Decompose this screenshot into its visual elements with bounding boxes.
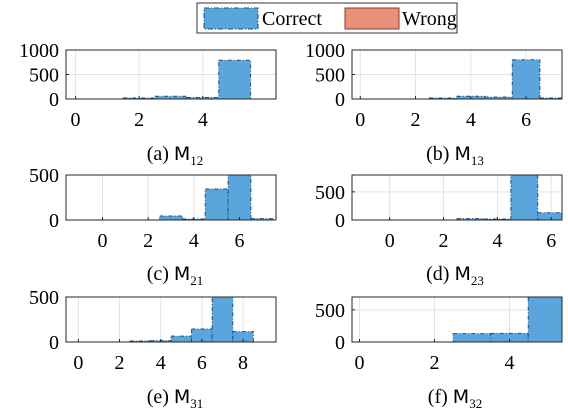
histogram-bar-correct: [218, 59, 252, 100]
x-tick-label: 0: [355, 109, 365, 131]
x-tick-label: 6: [546, 230, 556, 252]
panel-caption: (d) M23: [426, 263, 484, 288]
y-tick-label: 0: [335, 89, 345, 111]
y-tick-label: 0: [49, 210, 59, 232]
x-tick-label: 2: [143, 230, 153, 252]
y-tick-label: 500: [29, 165, 59, 187]
histogram-bar-correct: [452, 333, 492, 343]
y-tick-label: 0: [335, 332, 345, 354]
x-tick-label: 0: [385, 230, 395, 252]
x-tick-label: 4: [198, 109, 208, 131]
y-tick-label: 500: [29, 287, 59, 309]
axes-box: [65, 296, 277, 343]
panel-caption: (a) M12: [147, 143, 204, 168]
y-tick-label: 1000: [305, 40, 345, 62]
histogram-bar-correct: [204, 188, 229, 221]
histogram-bar-correct: [211, 296, 234, 343]
caption-subscript: 21: [190, 273, 203, 288]
caption-prefix: (d): [426, 263, 454, 285]
histogram-bar-correct: [170, 335, 193, 343]
panel-caption: (b) M13: [426, 143, 484, 168]
x-tick-label: 6: [234, 230, 244, 252]
panel-caption: (e) M31: [147, 386, 204, 410]
caption-subscript: 13: [471, 153, 484, 168]
histogram-bar-correct: [511, 59, 541, 100]
y-tick-label: 500: [315, 300, 345, 322]
caption-main: M: [453, 386, 469, 408]
x-tick-label: 4: [189, 230, 199, 252]
histogram-bar-correct: [510, 174, 539, 221]
panel-caption: (c) M21: [147, 263, 204, 288]
caption-prefix: (e): [147, 386, 174, 408]
x-tick-label: 2: [430, 352, 440, 374]
panel-caption: (f) M32: [428, 386, 482, 410]
histogram-bar-correct: [537, 212, 563, 221]
x-tick-label: 0: [71, 109, 81, 131]
x-tick-label: 6: [521, 109, 531, 131]
axes-box: [351, 296, 563, 343]
panel-3: 0 2 4 6 0 500 (d) M23: [315, 174, 563, 288]
panel-4: 0 2 4 6 8 0 500 (e) M31: [29, 287, 277, 410]
axes-box: [65, 174, 277, 221]
legend-label-wrong: Wrong: [402, 8, 457, 30]
panel-2: 0 2 4 6 0 500 (c) M21: [29, 165, 277, 288]
x-tick-label: 4: [156, 352, 166, 374]
panel-5: 0 2 4 0 500 (f) M32: [315, 296, 563, 410]
axes-box: [351, 174, 563, 221]
x-tick-label: 4: [492, 230, 502, 252]
legend-swatch-wrong: [344, 7, 400, 30]
caption-main: M: [454, 263, 470, 285]
x-tick-label: 4: [505, 352, 515, 374]
y-tick-label: 0: [49, 332, 59, 354]
caption-prefix: (a): [147, 143, 174, 165]
legend-label-correct: Correct: [262, 8, 322, 30]
x-tick-label: 0: [355, 352, 365, 374]
x-tick-label: 2: [115, 352, 125, 374]
y-tick-label: 1000: [19, 40, 59, 62]
y-tick-label: 0: [49, 89, 59, 111]
x-tick-label: 6: [197, 352, 207, 374]
x-tick-label: 2: [411, 109, 421, 131]
caption-subscript: 23: [471, 273, 484, 288]
histogram-bar-correct: [159, 215, 183, 221]
caption-main: M: [174, 143, 190, 165]
y-tick-label: 500: [315, 65, 345, 87]
caption-prefix: (b): [426, 143, 454, 165]
caption-prefix: (c): [147, 263, 174, 285]
legend-swatch-correct: [203, 7, 259, 30]
histogram-bar-correct: [527, 296, 563, 343]
caption-subscript: 12: [190, 153, 203, 168]
x-tick-label: 0: [98, 230, 108, 252]
caption-main: M: [454, 143, 470, 165]
histogram-bar-correct: [227, 174, 252, 221]
caption-main: M: [174, 263, 190, 285]
x-tick-label: 2: [134, 109, 144, 131]
histogram-bar-correct: [232, 331, 254, 343]
caption-main: M: [174, 386, 190, 408]
y-tick-label: 500: [29, 65, 59, 87]
y-tick-label: 0: [335, 210, 345, 232]
x-tick-label: 4: [466, 109, 476, 131]
x-tick-label: 2: [439, 230, 449, 252]
caption-subscript: 32: [469, 396, 482, 410]
x-tick-label: 0: [73, 352, 83, 374]
y-tick-label: 500: [315, 182, 345, 204]
caption-subscript: 31: [190, 396, 203, 410]
x-tick-label: 8: [238, 352, 248, 374]
histogram-bar-correct: [250, 218, 275, 221]
legend: Correct Wrong: [196, 2, 458, 34]
caption-prefix: (f): [428, 386, 453, 408]
